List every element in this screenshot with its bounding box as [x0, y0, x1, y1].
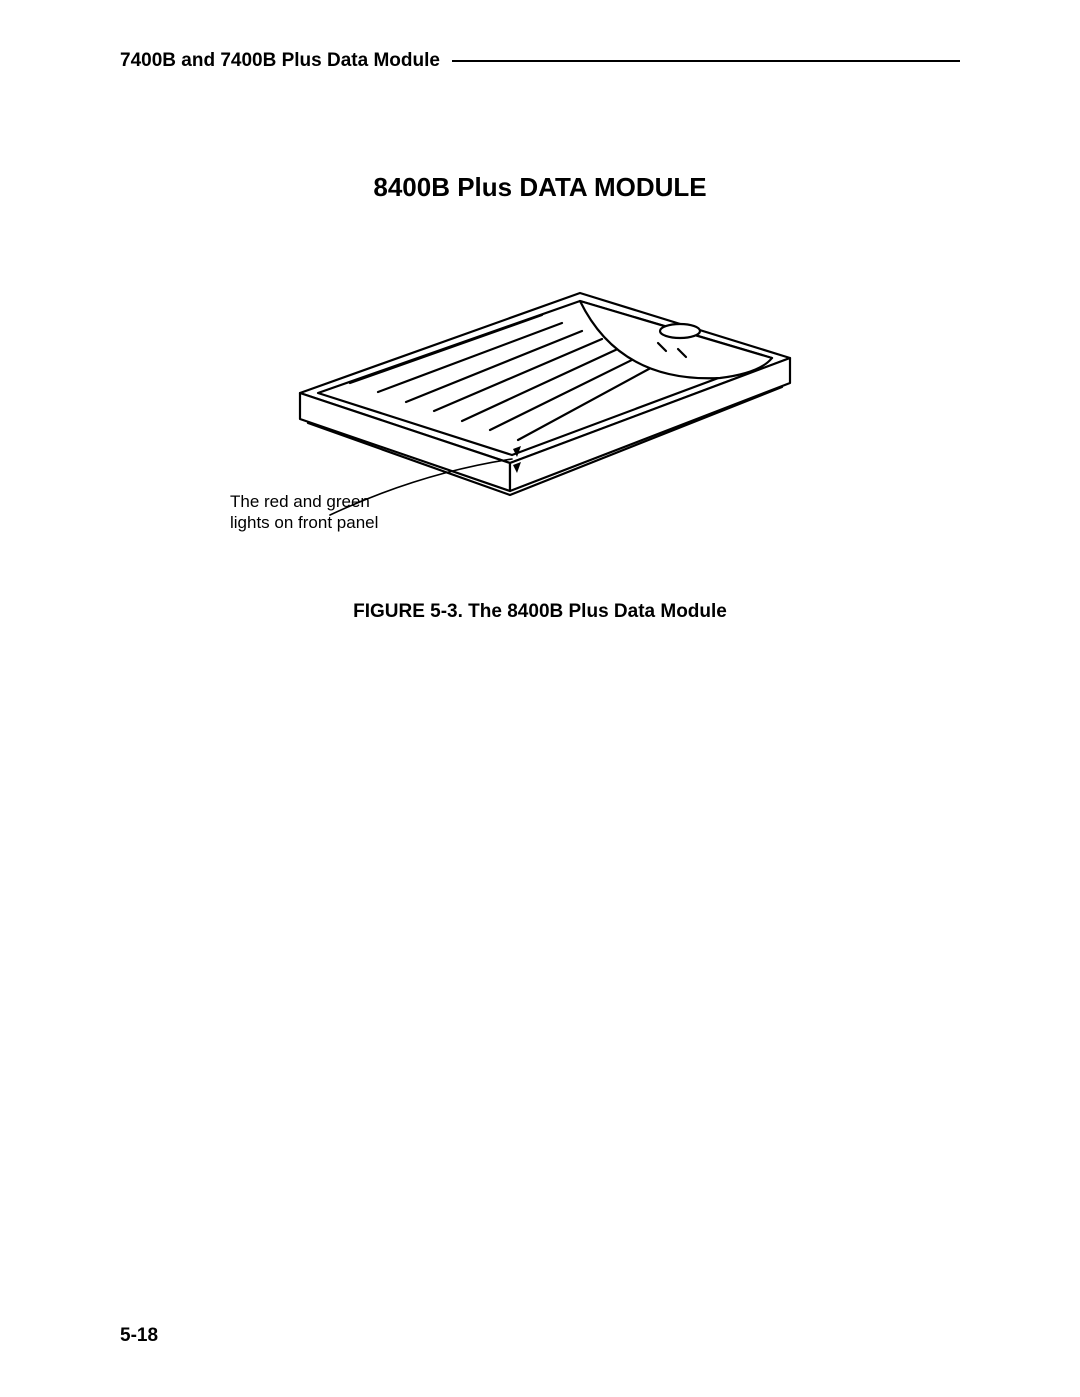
- page-header: 7400B and 7400B Plus Data Module: [120, 50, 960, 72]
- callout-line-2: lights on front panel: [230, 512, 430, 533]
- figure: The red and green lights on front panel: [220, 263, 860, 573]
- running-title: 7400B and 7400B Plus Data Module: [120, 50, 440, 72]
- page: 7400B and 7400B Plus Data Module 8400B P…: [0, 0, 1080, 1397]
- page-number: 5-18: [120, 1325, 158, 1347]
- section-title: 8400B Plus DATA MODULE: [120, 172, 960, 203]
- figure-callout: The red and green lights on front panel: [230, 491, 430, 534]
- header-rule: [452, 60, 960, 62]
- callout-line-1: The red and green: [230, 491, 430, 512]
- figure-caption: FIGURE 5-3. The 8400B Plus Data Module: [120, 601, 960, 623]
